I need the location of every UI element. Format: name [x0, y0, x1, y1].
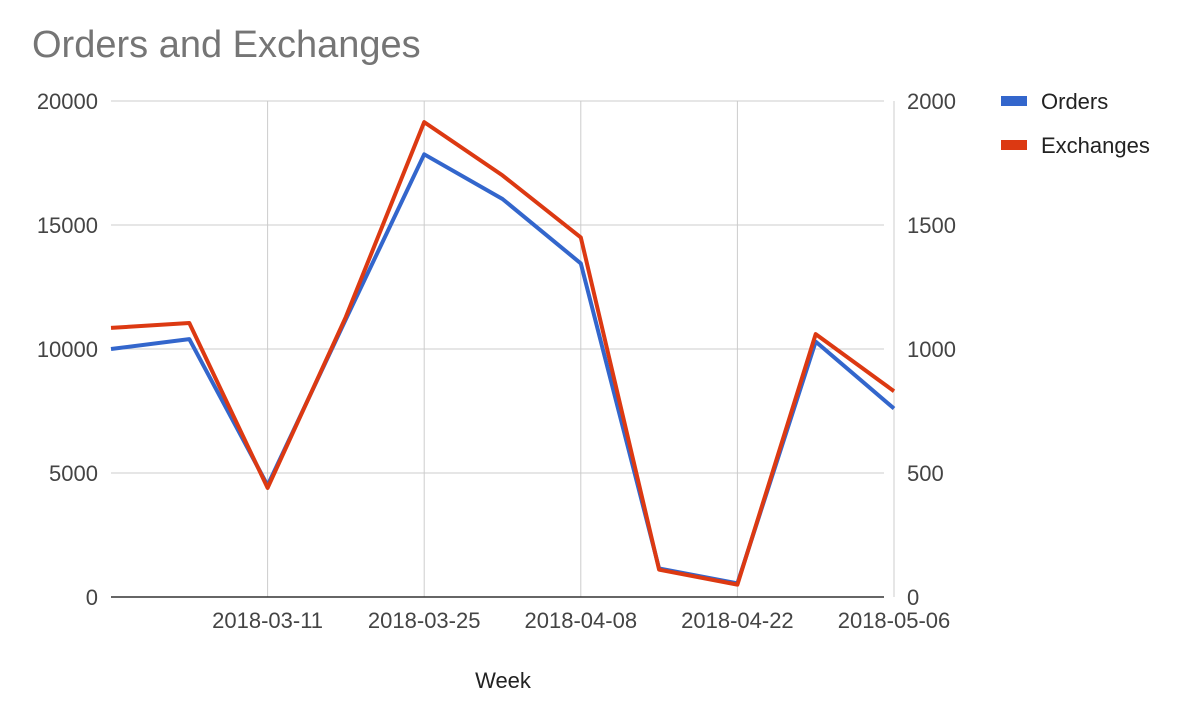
legend-item-exchanges[interactable]: Exchanges — [1001, 133, 1150, 158]
legend[interactable]: Orders Exchanges — [1001, 89, 1150, 158]
y-tick-label: 20000 — [37, 89, 98, 114]
chart-title: Orders and Exchanges — [32, 24, 421, 66]
x-tick-label: 2018-05-06 — [838, 608, 951, 633]
y-axis-left: 0 5000 10000 15000 20000 — [37, 89, 98, 610]
series-lines — [110, 120, 896, 587]
legend-label: Exchanges — [1041, 133, 1150, 158]
y2-tick-label: 500 — [907, 461, 944, 486]
x-tick-label: 2018-03-25 — [368, 608, 481, 633]
x-tick-label: 2018-04-22 — [681, 608, 794, 633]
series-line-orders — [110, 152, 896, 586]
y-tick-label: 10000 — [37, 337, 98, 362]
legend-swatch — [1001, 96, 1027, 106]
y2-tick-label: 2000 — [907, 89, 956, 114]
y-tick-label: 15000 — [37, 213, 98, 238]
x-axis-label: Week — [475, 668, 532, 693]
x-tick-label: 2018-04-08 — [525, 608, 638, 633]
series-line-exchanges — [110, 120, 896, 587]
y-tick-label: 5000 — [49, 461, 98, 486]
y2-tick-label: 1000 — [907, 337, 956, 362]
y-axis-right: 0 500 1000 1500 2000 — [907, 89, 956, 610]
legend-swatch — [1001, 140, 1027, 150]
grid — [111, 100, 895, 598]
x-axis: 2018-03-11 2018-03-25 2018-04-08 2018-04-22… — [212, 608, 950, 633]
y2-tick-label: 1500 — [907, 213, 956, 238]
y-tick-label: 0 — [86, 585, 98, 610]
legend-item-orders[interactable]: Orders — [1001, 89, 1108, 114]
y2-tick-label: 0 — [907, 585, 919, 610]
x-tick-label: 2018-03-11 — [212, 608, 323, 633]
legend-label: Orders — [1041, 89, 1108, 114]
